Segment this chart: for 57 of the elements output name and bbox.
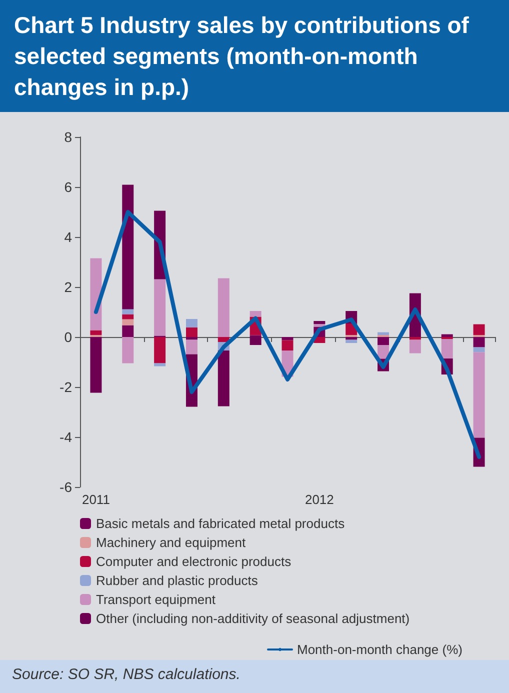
bar	[90, 258, 102, 330]
bar	[122, 184, 134, 310]
legend-label: Month-on-month change (%)	[297, 642, 462, 657]
legend-label: Machinery and equipment	[96, 535, 246, 550]
bar	[90, 330, 102, 335]
y-tick-label: 0	[64, 329, 72, 345]
legend-label: Computer and electronic products	[96, 554, 292, 569]
bar	[346, 337, 358, 340]
bar	[186, 319, 198, 328]
y-tick-label: 2	[64, 279, 72, 295]
y-tick-label: -6	[60, 479, 72, 495]
y-tick-label: 4	[64, 229, 72, 245]
bar	[122, 337, 134, 364]
source-note: Source: SO SR, NBS calculations.	[0, 660, 509, 693]
x-tick-label: 2012	[304, 492, 334, 507]
legend-label: Other (including non-additivity of seasonal adjustment)	[96, 611, 410, 626]
y-tick-label: -2	[60, 379, 72, 395]
bar	[218, 278, 230, 337]
bar	[122, 314, 134, 320]
bar	[186, 337, 198, 340]
bar	[186, 340, 198, 354]
bar	[186, 328, 198, 337]
bar	[218, 350, 230, 406]
bar	[250, 337, 262, 345]
bar	[473, 324, 485, 335]
y-tick-label: 8	[64, 129, 72, 145]
bar	[122, 319, 134, 326]
bar	[314, 324, 326, 327]
bar	[122, 309, 134, 314]
bar	[409, 337, 421, 340]
bar	[314, 321, 326, 324]
line-series	[94, 210, 482, 459]
bar	[90, 337, 102, 393]
bar	[154, 363, 166, 366]
chart-title: Chart 5 Industry sales by contributions of selected segments (month-on-month changes in p.p.)	[0, 0, 509, 112]
bar	[122, 325, 134, 337]
bar	[473, 347, 485, 352]
x-tick-label: 2011	[82, 492, 110, 507]
bar	[473, 337, 485, 348]
legend-label: Rubber and plastic products	[96, 573, 258, 588]
bar	[473, 352, 485, 438]
bar	[441, 334, 453, 337]
y-tick-label: -4	[60, 429, 72, 445]
bar	[218, 337, 230, 342]
bar	[378, 337, 390, 345]
y-tick-label: 6	[64, 179, 72, 195]
legend-label: Basic metals and fabricated metal products	[96, 516, 346, 531]
bar	[346, 340, 358, 343]
bar	[154, 337, 166, 364]
bar	[378, 332, 390, 335]
bar	[282, 340, 294, 350]
bar	[282, 337, 294, 340]
legend-label: Transport equipment	[96, 592, 216, 607]
bar	[154, 279, 166, 336]
bar	[409, 340, 421, 354]
bar	[441, 339, 453, 358]
bar	[250, 311, 262, 317]
